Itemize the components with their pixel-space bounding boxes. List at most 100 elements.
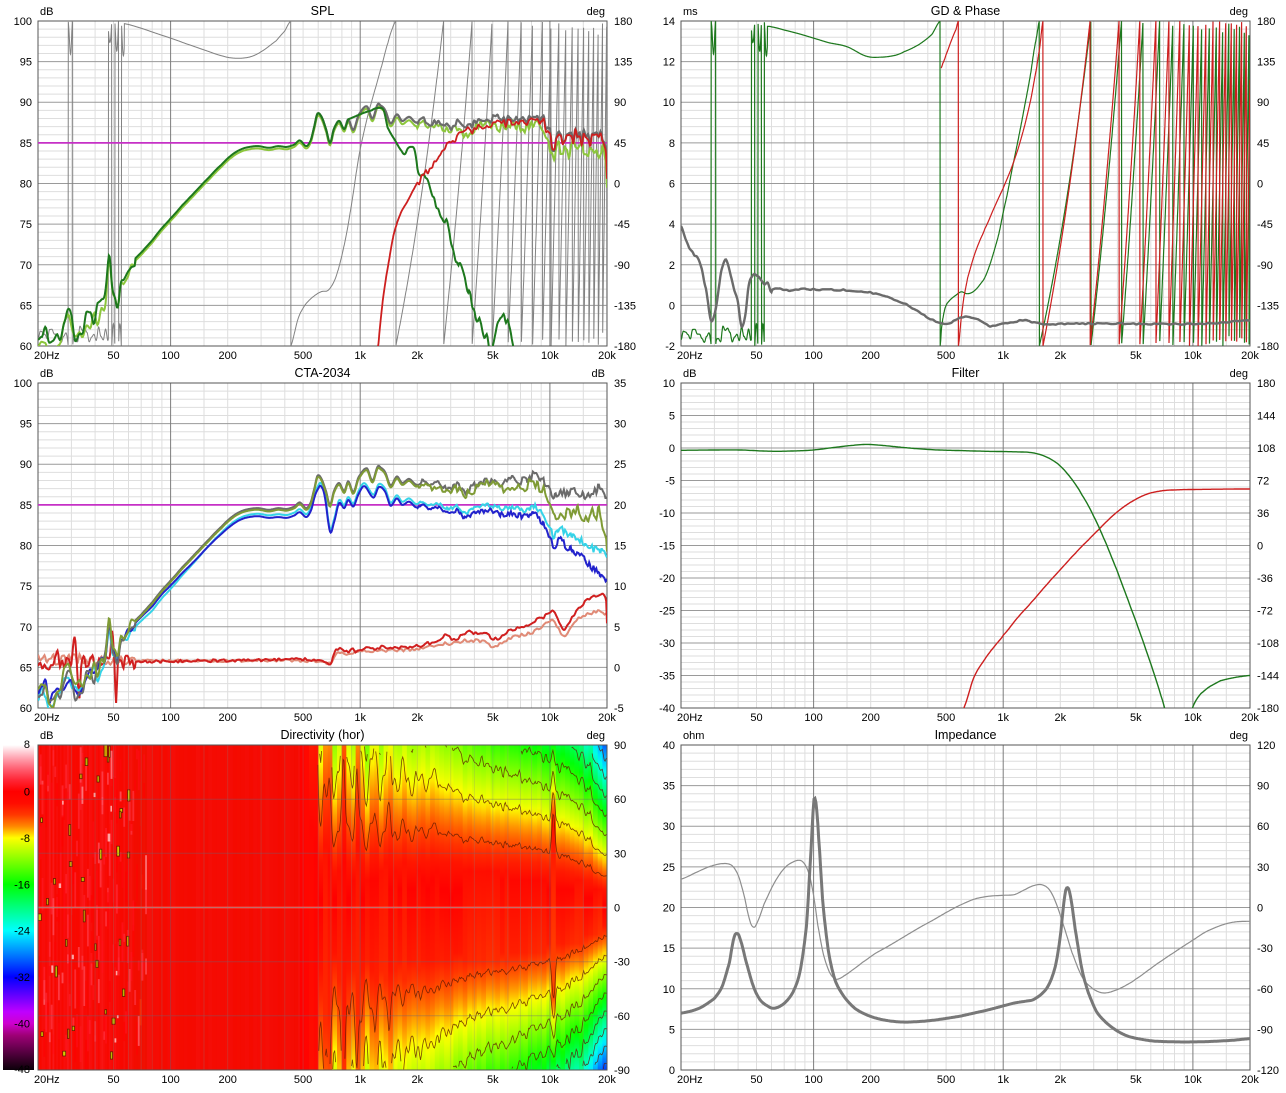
svg-text:20Hz: 20Hz [34,1074,60,1086]
svg-text:-48: -48 [14,1064,30,1076]
svg-text:80: 80 [20,179,32,191]
svg-text:-180: -180 [1257,703,1279,715]
svg-text:20Hz: 20Hz [677,1074,703,1086]
svg-text:5k: 5k [1130,712,1142,724]
svg-text:0: 0 [1257,541,1263,553]
svg-text:72: 72 [1257,476,1269,488]
svg-text:-16: -16 [14,879,30,891]
svg-text:dB: dB [40,368,53,380]
svg-text:-40: -40 [14,1019,30,1031]
svg-text:45: 45 [1257,138,1269,150]
svg-text:Directivity (hor): Directivity (hor) [280,728,364,742]
svg-text:5k: 5k [487,1074,499,1086]
svg-text:20k: 20k [598,350,616,362]
svg-text:-60: -60 [1257,984,1273,996]
svg-text:-30: -30 [614,957,630,969]
svg-text:144: 144 [1257,411,1275,423]
svg-text:0: 0 [614,903,620,915]
svg-text:60: 60 [20,703,32,715]
svg-text:90: 90 [20,97,32,109]
svg-text:36: 36 [1257,508,1269,520]
svg-text:-45: -45 [614,219,630,231]
svg-text:20k: 20k [1241,1074,1259,1086]
svg-text:100: 100 [14,16,32,28]
svg-text:14: 14 [663,16,675,28]
svg-text:30: 30 [614,848,626,860]
svg-text:2k: 2k [411,350,423,362]
svg-text:dB: dB [40,730,53,742]
svg-text:30: 30 [1257,862,1269,874]
svg-text:10k: 10k [541,1074,559,1086]
svg-text:20Hz: 20Hz [677,350,703,362]
svg-text:-144: -144 [1257,671,1279,683]
svg-text:45: 45 [614,138,626,150]
svg-text:20k: 20k [598,712,616,724]
svg-text:200: 200 [219,350,237,362]
svg-text:65: 65 [20,300,32,312]
svg-text:2: 2 [669,260,675,272]
svg-text:10k: 10k [1184,712,1202,724]
svg-text:deg: deg [1230,730,1248,742]
svg-text:12: 12 [663,57,675,69]
svg-text:GD & Phase: GD & Phase [931,4,1001,18]
svg-text:75: 75 [20,219,32,231]
svg-text:50: 50 [750,350,762,362]
svg-text:2k: 2k [411,1074,423,1086]
svg-text:-180: -180 [1257,341,1279,353]
svg-text:-8: -8 [20,833,30,845]
svg-text:60: 60 [614,794,626,806]
svg-text:10: 10 [663,97,675,109]
svg-text:40: 40 [663,740,675,752]
svg-text:200: 200 [219,1074,237,1086]
svg-text:85: 85 [20,500,32,512]
svg-text:180: 180 [1257,378,1275,390]
svg-text:-5: -5 [614,703,624,715]
svg-text:-30: -30 [1257,943,1273,955]
svg-text:10: 10 [614,581,626,593]
svg-text:-36: -36 [1257,573,1273,585]
svg-text:500: 500 [294,1074,312,1086]
svg-text:500: 500 [294,712,312,724]
svg-text:108: 108 [1257,443,1275,455]
svg-text:25: 25 [663,862,675,874]
svg-text:Filter: Filter [952,366,980,380]
svg-text:0: 0 [669,443,675,455]
svg-text:50: 50 [750,1074,762,1086]
svg-text:5: 5 [669,411,675,423]
svg-text:100: 100 [804,712,822,724]
svg-text:-5: -5 [665,476,675,488]
svg-text:180: 180 [614,16,632,28]
svg-text:65: 65 [20,662,32,674]
svg-text:1k: 1k [997,1074,1009,1086]
svg-text:-90: -90 [1257,260,1273,272]
svg-text:deg: deg [587,730,605,742]
svg-text:5k: 5k [1130,1074,1142,1086]
svg-text:2k: 2k [411,712,423,724]
svg-text:20Hz: 20Hz [34,712,60,724]
svg-text:30: 30 [614,419,626,431]
svg-text:-135: -135 [1257,300,1279,312]
svg-text:-30: -30 [659,638,675,650]
svg-text:-32: -32 [14,972,30,984]
svg-text:95: 95 [20,57,32,69]
svg-text:0: 0 [669,1065,675,1077]
svg-text:-60: -60 [614,1011,630,1023]
svg-text:35: 35 [614,378,626,390]
svg-text:20k: 20k [1241,350,1259,362]
svg-text:5: 5 [669,1024,675,1036]
svg-text:0: 0 [614,662,620,674]
svg-text:135: 135 [1257,57,1275,69]
svg-text:ohm: ohm [683,730,704,742]
svg-text:200: 200 [862,350,880,362]
svg-text:ms: ms [683,6,698,18]
svg-text:100: 100 [161,712,179,724]
svg-text:SPL: SPL [311,4,335,18]
svg-text:-180: -180 [614,341,636,353]
svg-text:1k: 1k [997,712,1009,724]
svg-text:70: 70 [20,260,32,272]
svg-text:100: 100 [161,350,179,362]
svg-text:-10: -10 [659,508,675,520]
svg-text:1k: 1k [354,350,366,362]
svg-text:95: 95 [20,419,32,431]
svg-text:100: 100 [804,350,822,362]
